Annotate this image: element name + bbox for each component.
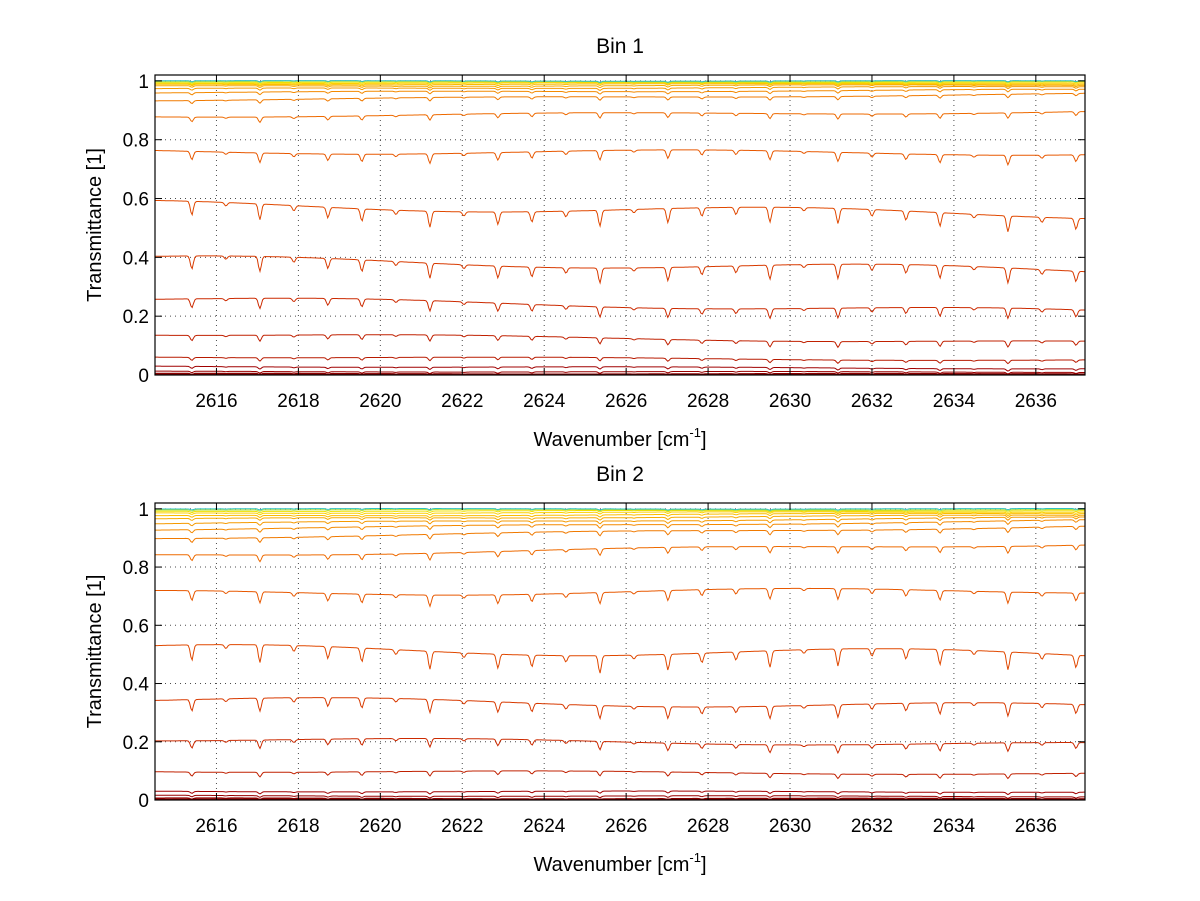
x-tick-label: 2630 xyxy=(769,816,811,837)
series-line xyxy=(155,297,1085,320)
series-line xyxy=(155,356,1085,365)
series-line xyxy=(155,86,1085,91)
y-tick-label: 0.8 xyxy=(123,131,149,152)
x-tick-label: 2620 xyxy=(359,391,401,412)
series-line xyxy=(155,516,1085,527)
x-tick-label: 2636 xyxy=(1015,816,1057,837)
series-line xyxy=(155,84,1085,89)
y-axis-label: Transmittance [1] xyxy=(84,148,106,302)
y-axis-label: Transmittance [1] xyxy=(84,575,106,729)
plot-frame xyxy=(154,74,1086,376)
series-line xyxy=(155,80,1085,83)
x-tick-label: 2632 xyxy=(851,816,893,837)
series-line xyxy=(155,200,1085,232)
x-tick-label: 2618 xyxy=(277,816,319,837)
series-line xyxy=(155,644,1085,674)
x-tick-label: 2628 xyxy=(687,391,729,412)
series-line xyxy=(155,508,1085,511)
y-tick-label: 1 xyxy=(138,500,149,521)
series-line xyxy=(155,334,1085,349)
y-tick-labels: 0 0.2 0.4 0.6 0.8 1 xyxy=(123,72,1085,387)
y-tick-labels: 0 0.2 0.4 0.6 0.8 1 xyxy=(123,500,1085,812)
x-tick-labels: 2616 2618 2620 2622 2624 2626 2628 2630 2632 2634… xyxy=(195,75,1057,412)
series-line xyxy=(155,255,1085,285)
series-line xyxy=(155,514,1085,521)
series-line xyxy=(155,370,1085,375)
x-tick-label: 2634 xyxy=(933,816,976,837)
series-line xyxy=(155,365,1085,372)
chart-panel-bin-2: Bin 2 2616 2618 2620 2622 2624 2626 2628 2630 26… xyxy=(84,463,1086,876)
x-tick-label: 2634 xyxy=(933,391,976,412)
x-tick-labels: 2616 2618 2620 2622 2624 2626 2628 2630 2632 2634… xyxy=(195,503,1057,837)
x-axis-label-sup: -1 xyxy=(689,425,701,440)
x-tick-label: 2622 xyxy=(441,816,483,837)
y-tick-label: 0 xyxy=(138,791,149,812)
y-tick-label: 0.2 xyxy=(123,307,149,328)
x-axis-label-main: Wavenumber [cm xyxy=(533,854,689,876)
chart-title: Bin 1 xyxy=(596,35,644,58)
plot-frame xyxy=(154,502,1086,801)
x-tick-label: 2620 xyxy=(359,816,401,837)
y-tick-label: 0.4 xyxy=(123,675,150,696)
x-tick-label: 2616 xyxy=(195,816,237,837)
x-axis-label: Wavenumber [cm-1] xyxy=(533,850,706,876)
x-tick-label: 2624 xyxy=(523,816,566,837)
y-tick-label: 0.6 xyxy=(123,616,149,637)
chart-panel-bin-1: Bin 1 2616 2618 2620 2622 2624 2626 2628 2630 26… xyxy=(84,35,1086,451)
series-line xyxy=(155,794,1085,799)
x-tick-label: 2618 xyxy=(277,391,319,412)
series-line xyxy=(155,512,1085,519)
x-tick-label: 2628 xyxy=(687,816,729,837)
series-line xyxy=(155,92,1085,105)
grid-lines xyxy=(155,75,1085,376)
series-line xyxy=(155,83,1085,87)
series-line xyxy=(155,697,1085,721)
x-tick-label: 2624 xyxy=(523,391,566,412)
series-line xyxy=(155,525,1085,544)
y-tick-label: 0.8 xyxy=(123,558,149,579)
x-axis-label-main: Wavenumber [cm xyxy=(533,429,689,451)
series-lines xyxy=(155,508,1085,800)
x-tick-label: 2636 xyxy=(1015,391,1057,412)
series-line xyxy=(155,587,1085,608)
x-axis-label-sup: -1 xyxy=(689,850,701,865)
y-tick-label: 0.6 xyxy=(123,190,149,211)
series-line xyxy=(155,510,1085,514)
x-tick-label: 2626 xyxy=(605,816,647,837)
series-line xyxy=(155,111,1085,124)
series-line xyxy=(155,544,1085,563)
x-axis-label-close: ] xyxy=(701,429,707,451)
x-axis-label-close: ] xyxy=(701,854,707,876)
y-tick-label: 0 xyxy=(138,366,149,387)
y-tick-label: 0.2 xyxy=(123,733,149,754)
y-tick-label: 1 xyxy=(138,72,149,93)
series-line xyxy=(155,797,1085,800)
series-line xyxy=(155,519,1085,534)
x-tick-label: 2626 xyxy=(605,391,647,412)
x-axis-label: Wavenumber [cm-1] xyxy=(533,425,706,451)
series-line xyxy=(155,82,1085,86)
series-line xyxy=(155,737,1085,755)
y-tick-label: 0.4 xyxy=(123,248,150,269)
x-tick-label: 2632 xyxy=(851,391,893,412)
x-tick-label: 2616 xyxy=(195,391,237,412)
series-line xyxy=(155,149,1085,167)
series-line xyxy=(155,511,1085,516)
x-tick-label: 2630 xyxy=(769,391,811,412)
series-line xyxy=(155,88,1085,96)
series-line xyxy=(155,790,1085,796)
series-lines xyxy=(155,80,1085,375)
series-line xyxy=(155,770,1085,780)
x-tick-label: 2622 xyxy=(441,391,483,412)
chart-title: Bin 2 xyxy=(596,463,644,486)
series-line xyxy=(155,372,1085,375)
